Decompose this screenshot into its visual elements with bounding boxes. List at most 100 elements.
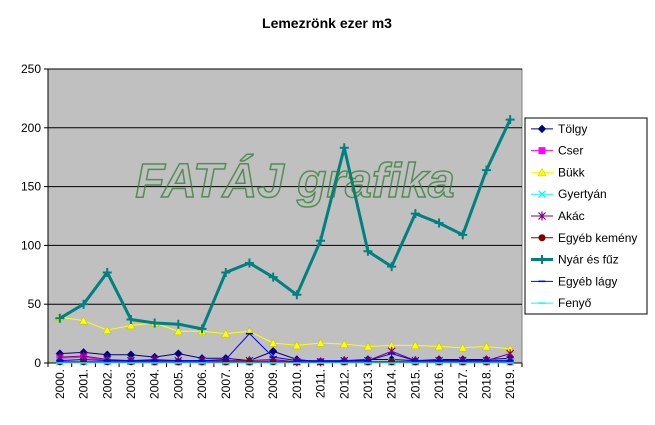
data-point (221, 267, 231, 277)
data-point (268, 347, 278, 356)
x-tick-label: 2001. (77, 369, 91, 399)
y-tick-label: 50 (28, 297, 42, 311)
legend-marker (538, 190, 546, 199)
x-tick-label: 2003. (124, 369, 138, 399)
data-point (221, 329, 231, 338)
legend-item: Akác (531, 209, 585, 223)
x-tick-label: 2000. (53, 369, 67, 399)
data-point (317, 358, 325, 366)
data-point (363, 342, 373, 351)
data-point (269, 358, 277, 366)
legend-item: Cser (531, 144, 583, 158)
plot-area (47, 68, 523, 364)
data-point (434, 342, 444, 351)
data-point (268, 338, 278, 347)
data-point (435, 358, 443, 366)
legend-marker (537, 167, 547, 177)
data-point (316, 338, 325, 347)
data-point (102, 325, 112, 334)
legend-item: Egyéb kemény (531, 231, 637, 245)
legend-marker (538, 211, 546, 221)
legend-item: Gyertyán (531, 187, 607, 201)
y-tick-label: 150 (21, 180, 41, 194)
data-point (459, 358, 467, 366)
legend-label: Egyéb lágy (558, 274, 617, 288)
x-tick-label: 2018. (479, 369, 493, 399)
x-tick-label: 2014. (385, 369, 399, 399)
data-point (410, 340, 420, 350)
data-point (79, 299, 89, 309)
x-tick-label: 2013. (361, 369, 375, 399)
watermark: FATÁJ grafika (135, 154, 454, 208)
data-point (363, 246, 373, 256)
legend-label: Akác (558, 209, 585, 223)
legend-label: Tölgy (558, 122, 587, 136)
legend-marker (537, 124, 547, 134)
data-point (388, 358, 396, 366)
data-point (506, 358, 514, 366)
data-point (198, 358, 206, 366)
x-tick-label: 2009. (266, 369, 280, 399)
data-point (458, 230, 468, 240)
data-point (434, 218, 444, 228)
data-point (56, 358, 64, 366)
x-tick-label: 2006. (195, 369, 209, 399)
data-point (126, 314, 136, 324)
data-point (244, 258, 254, 268)
data-point (316, 236, 326, 246)
data-point (173, 326, 183, 335)
legend-item: Egyéb lágy (531, 274, 617, 288)
legend-item: Bükk (531, 165, 586, 179)
chart-title: Lemezrönk ezer m3 (262, 15, 392, 31)
data-point (339, 143, 349, 153)
data-point (102, 267, 112, 277)
legend-label: Nyár és fűz (558, 253, 619, 267)
data-point (268, 272, 278, 282)
legend-label: Egyéb kemény (558, 231, 637, 245)
legend-marker (537, 255, 547, 265)
data-point (293, 358, 301, 366)
y-tick-label: 100 (21, 238, 41, 252)
data-point (126, 320, 136, 330)
legend-label: Cser (558, 144, 583, 158)
data-point (174, 358, 182, 366)
x-tick-label: 2008. (242, 369, 256, 399)
y-tick-label: 200 (21, 121, 41, 135)
data-point (245, 358, 253, 366)
data-point (505, 115, 515, 125)
x-tick-label: 2015. (408, 369, 422, 399)
data-point (340, 358, 348, 366)
legend-item: Fenyő (531, 296, 592, 310)
data-point (292, 290, 302, 300)
data-point (410, 209, 420, 219)
data-point (292, 340, 302, 350)
legend-item: Tölgy (531, 122, 587, 136)
data-point (150, 318, 160, 328)
legend-marker (538, 234, 546, 242)
x-tick-label: 2002. (100, 369, 114, 399)
x-tick-label: 2005. (171, 369, 185, 399)
legend-item: Nyár és fűz (531, 253, 619, 267)
series-line (59, 316, 511, 350)
series-6 (55, 115, 515, 334)
data-point (387, 262, 397, 272)
legend-label: Gyertyán (558, 187, 607, 201)
data-point (506, 349, 515, 359)
x-tick-label: 2007. (219, 369, 233, 399)
data-point (481, 165, 491, 175)
data-point (458, 343, 468, 352)
x-tick-label: 2010. (290, 369, 304, 399)
x-tick-label: 2012. (337, 369, 351, 399)
x-tick-label: 2019. (503, 369, 517, 399)
data-point (79, 316, 88, 325)
data-point (151, 358, 159, 366)
data-point (482, 358, 490, 366)
data-point (103, 358, 111, 366)
y-tick-label: 250 (21, 62, 41, 76)
x-tick-label: 2017. (456, 369, 470, 399)
series-7 (56, 332, 514, 362)
legend-marker (538, 147, 546, 155)
x-tick-label: 2016. (432, 369, 446, 399)
